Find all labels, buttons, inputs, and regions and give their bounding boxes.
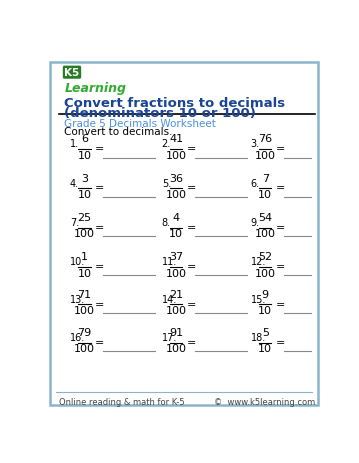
Text: 16.: 16. — [70, 332, 85, 342]
Text: 71: 71 — [77, 289, 92, 299]
Text: 52: 52 — [258, 252, 272, 262]
Text: =: = — [187, 262, 196, 272]
Text: 7: 7 — [262, 173, 269, 183]
Text: 15.: 15. — [251, 294, 266, 304]
Text: 9.: 9. — [251, 218, 260, 227]
Text: 6: 6 — [81, 134, 88, 144]
Text: ©  www.k5learning.com: © www.k5learning.com — [214, 397, 315, 406]
Text: 21: 21 — [169, 289, 183, 299]
Text: =: = — [187, 183, 196, 193]
Text: =: = — [276, 337, 285, 347]
Text: 3.: 3. — [251, 139, 260, 149]
Text: =: = — [95, 222, 104, 232]
Text: K5: K5 — [64, 68, 80, 78]
Text: =: = — [187, 299, 196, 309]
Text: 4.: 4. — [70, 178, 79, 188]
Text: 5: 5 — [262, 327, 269, 337]
Text: 100: 100 — [166, 150, 187, 160]
Text: =: = — [95, 262, 104, 272]
Text: 91: 91 — [169, 327, 183, 337]
Text: =: = — [187, 222, 196, 232]
Text: 100: 100 — [166, 190, 187, 200]
Text: =: = — [276, 299, 285, 309]
Text: Convert to decimals.: Convert to decimals. — [64, 127, 173, 137]
Text: 100: 100 — [166, 268, 187, 278]
Text: 10: 10 — [169, 229, 183, 239]
Text: =: = — [276, 144, 285, 154]
Text: 10: 10 — [258, 344, 272, 354]
Text: 5.: 5. — [162, 178, 171, 188]
Text: 100: 100 — [166, 306, 187, 315]
Text: =: = — [95, 183, 104, 193]
Text: (denominators 10 or 100): (denominators 10 or 100) — [64, 107, 256, 120]
Text: =: = — [95, 144, 104, 154]
Text: 25: 25 — [77, 213, 92, 222]
Text: 100: 100 — [74, 229, 95, 239]
Text: 14.: 14. — [162, 294, 177, 304]
Text: 8.: 8. — [162, 218, 171, 227]
Text: Online reading & math for K-5: Online reading & math for K-5 — [59, 397, 185, 406]
Text: =: = — [95, 337, 104, 347]
Text: 1.: 1. — [70, 139, 79, 149]
Text: 10: 10 — [258, 306, 272, 315]
Text: Grade 5 Decimals Worksheet: Grade 5 Decimals Worksheet — [64, 119, 216, 129]
Text: 12.: 12. — [251, 257, 266, 267]
Text: 4: 4 — [173, 213, 180, 222]
Text: =: = — [276, 222, 285, 232]
Text: 37: 37 — [169, 252, 183, 262]
Text: 10: 10 — [78, 268, 92, 278]
Text: 79: 79 — [77, 327, 92, 337]
Text: 100: 100 — [166, 344, 187, 354]
Text: 6.: 6. — [251, 178, 260, 188]
Text: 54: 54 — [258, 213, 272, 222]
Text: 100: 100 — [74, 344, 95, 354]
Text: 1: 1 — [81, 252, 88, 262]
Text: 10: 10 — [258, 190, 272, 200]
Text: 7.: 7. — [70, 218, 79, 227]
Text: =: = — [276, 183, 285, 193]
Text: 41: 41 — [169, 134, 183, 144]
Text: =: = — [187, 144, 196, 154]
Text: Learning: Learning — [64, 81, 126, 94]
Text: 9: 9 — [262, 289, 269, 299]
Text: 3: 3 — [81, 173, 88, 183]
Text: 10.: 10. — [70, 257, 85, 267]
Text: 100: 100 — [255, 268, 276, 278]
Text: 100: 100 — [74, 306, 95, 315]
Text: 100: 100 — [255, 150, 276, 160]
Text: 18.: 18. — [251, 332, 266, 342]
Text: =: = — [95, 299, 104, 309]
Text: 100: 100 — [255, 229, 276, 239]
Text: =: = — [276, 262, 285, 272]
Text: 17.: 17. — [162, 332, 177, 342]
Text: =: = — [187, 337, 196, 347]
Text: 10: 10 — [78, 190, 92, 200]
Text: 10: 10 — [78, 150, 92, 160]
Text: 76: 76 — [258, 134, 272, 144]
Text: 36: 36 — [169, 173, 183, 183]
Text: 13.: 13. — [70, 294, 85, 304]
FancyBboxPatch shape — [50, 63, 318, 405]
Text: Convert fractions to decimals: Convert fractions to decimals — [64, 97, 285, 110]
Text: 2.: 2. — [162, 139, 171, 149]
Text: 11.: 11. — [162, 257, 177, 267]
